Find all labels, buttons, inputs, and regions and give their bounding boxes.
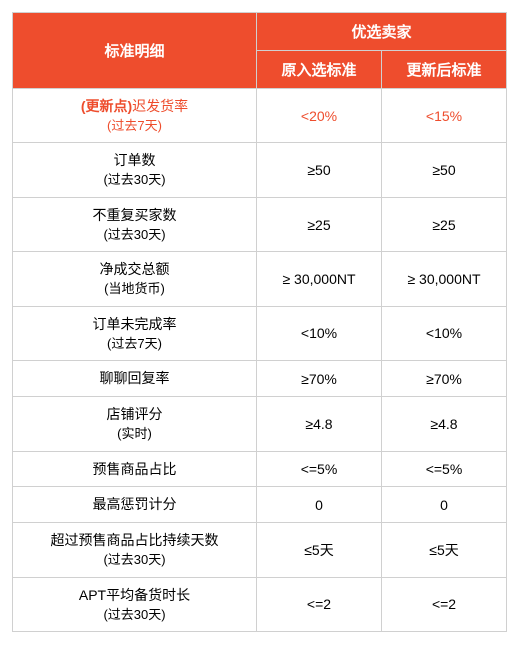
criteria-label: 聊聊回复率 [13,361,257,397]
criteria-main-text: 聊聊回复率 [100,370,170,386]
table-row: 聊聊回复率 ≥70%≥70% [13,361,507,397]
criteria-sub-text: (过去30天) [17,551,252,569]
criteria-main-text: 最高惩罚计分 [93,496,177,512]
criteria-sub-text: (过去30天) [17,606,252,624]
criteria-label: (更新点)迟发货率 (过去7天) [13,89,257,143]
cell-original: ≥70% [257,361,382,397]
criteria-sub-text: (过去30天) [17,226,252,244]
cell-original: 0 [257,487,382,523]
criteria-label: 预售商品占比 [13,451,257,487]
table-row: 店铺评分 (实时) ≥4.8≥4.8 [13,397,507,451]
criteria-sub-text: (过去7天) [17,117,252,135]
criteria-main-text: 不重复买家数 [93,207,177,223]
header-sub1: 原入选标准 [257,51,382,89]
table-row: 订单未完成率 (过去7天) <10%<10% [13,306,507,360]
cell-original: ≥ 30,000NT [257,252,382,306]
header-sub2: 更新后标准 [382,51,507,89]
criteria-label: 店铺评分 (实时) [13,397,257,451]
criteria-main-text: 订单数 [114,152,156,168]
table-row: 超过预售商品占比持续天数 (过去30天) ≤5天≤5天 [13,523,507,577]
cell-original: ≥25 [257,197,382,251]
criteria-label: 订单未完成率 (过去7天) [13,306,257,360]
cell-updated: <15% [382,89,507,143]
cell-original: <=2 [257,577,382,631]
table-row: 不重复买家数 (过去30天) ≥25≥25 [13,197,507,251]
criteria-label: 最高惩罚计分 [13,487,257,523]
criteria-sub-text: (过去30天) [17,171,252,189]
table-body: (更新点)迟发货率(过去7天)<20%<15%订单数(过去30天)≥50≥50不… [13,89,507,632]
cell-original: <20% [257,89,382,143]
table-header: 标准明细 优选卖家 原入选标准 更新后标准 [13,13,507,89]
table-row: APT平均备货时长 (过去30天) <=2<=2 [13,577,507,631]
cell-updated: <10% [382,306,507,360]
criteria-sub-text: (当地货币) [17,280,252,298]
cell-updated: <=2 [382,577,507,631]
header-main: 标准明细 [13,13,257,89]
criteria-main-text: 超过预售商品占比持续天数 [51,532,219,548]
cell-updated: ≥ 30,000NT [382,252,507,306]
cell-updated: ≥50 [382,143,507,197]
criteria-table: 标准明细 优选卖家 原入选标准 更新后标准 (更新点)迟发货率 (过去7天) <20… [12,12,507,632]
cell-updated: ≤5天 [382,523,507,577]
cell-original: ≤5天 [257,523,382,577]
criteria-main-text: 预售商品占比 [93,461,177,477]
cell-updated: ≥4.8 [382,397,507,451]
table-row: 订单数 (过去30天) ≥50≥50 [13,143,507,197]
cell-original: ≥4.8 [257,397,382,451]
cell-updated: 0 [382,487,507,523]
criteria-label: 订单数 (过去30天) [13,143,257,197]
cell-original: <=5% [257,451,382,487]
criteria-label: 净成交总额 (当地货币) [13,252,257,306]
cell-original: ≥50 [257,143,382,197]
cell-updated: <=5% [382,451,507,487]
table-row: (更新点)迟发货率 (过去7天) <20%<15% [13,89,507,143]
criteria-label: 不重复买家数 (过去30天) [13,197,257,251]
criteria-main-text: APT平均备货时长 [79,587,190,603]
table-row: 最高惩罚计分 00 [13,487,507,523]
criteria-main-text: 店铺评分 [107,406,163,422]
criteria-label: APT平均备货时长 (过去30天) [13,577,257,631]
cell-updated: ≥25 [382,197,507,251]
criteria-main-text: 净成交总额 [100,261,170,277]
criteria-sub-text: (过去7天) [17,335,252,353]
criteria-sub-text: (实时) [17,425,252,443]
criteria-main-text: 订单未完成率 [93,316,177,332]
table-row: 净成交总额 (当地货币) ≥ 30,000NT≥ 30,000NT [13,252,507,306]
header-group: 优选卖家 [257,13,507,51]
criteria-label: 超过预售商品占比持续天数 (过去30天) [13,523,257,577]
table-row: 预售商品占比 <=5%<=5% [13,451,507,487]
criteria-main-text: 迟发货率 [132,98,188,114]
cell-original: <10% [257,306,382,360]
cell-updated: ≥70% [382,361,507,397]
update-prefix: (更新点) [81,98,132,114]
